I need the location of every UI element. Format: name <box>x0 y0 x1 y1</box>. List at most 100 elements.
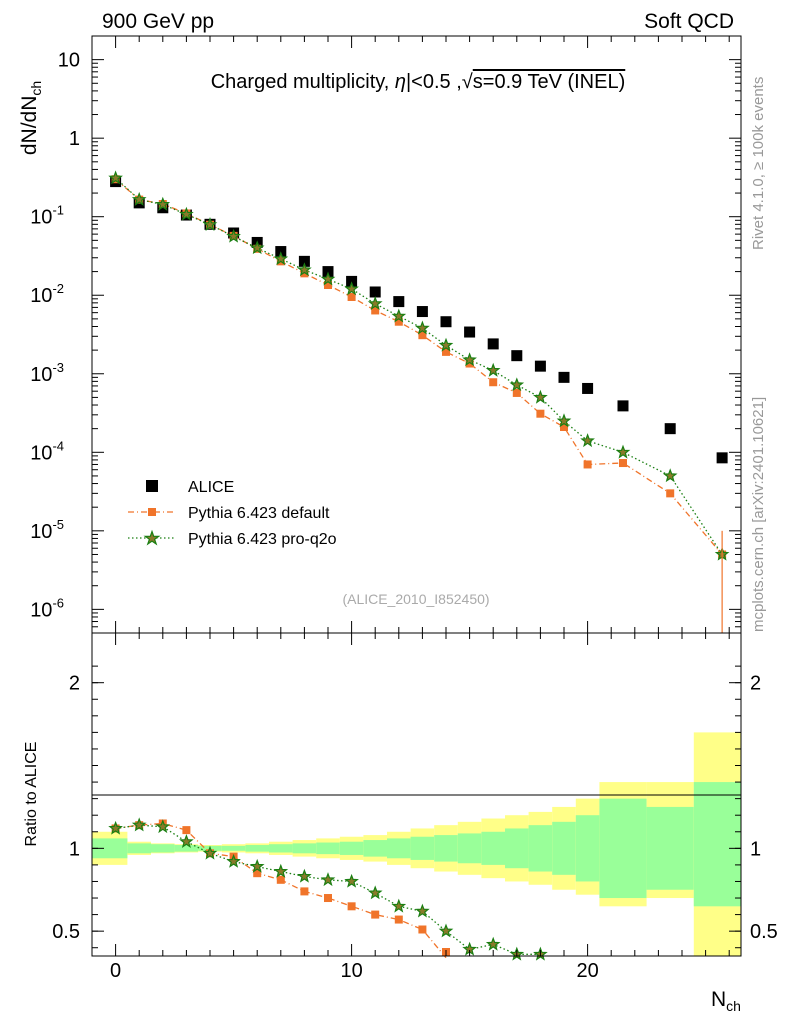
alice-point <box>440 316 452 328</box>
ratio-default-point <box>418 925 427 934</box>
main-series <box>108 170 730 633</box>
proq2o-point <box>391 308 407 323</box>
ratio-bands <box>92 732 741 956</box>
alice-point <box>416 306 428 318</box>
main-y-tick-label: 10-2 <box>30 281 64 307</box>
watermark: (ALICE_2010_I852450) <box>342 591 489 607</box>
main-y-tick-label: 10 <box>58 50 80 72</box>
ratio-band-inner <box>505 828 529 869</box>
alice-point <box>511 350 523 362</box>
ratio-band-inner <box>434 835 458 862</box>
default-point <box>442 347 450 356</box>
ratio-band-inner <box>316 842 340 855</box>
main-y-tick-label: 10-1 <box>30 203 64 229</box>
proq2o-point <box>131 191 147 206</box>
ratio-band-inner <box>599 798 647 899</box>
ratio-y-tick-label-right: 0.5 <box>750 921 778 943</box>
default-point <box>619 459 627 468</box>
legend-default-marker <box>148 508 156 516</box>
main-y-tick-label: 10-4 <box>30 438 64 464</box>
alice-point <box>393 296 405 308</box>
rivet-label: Rivet 4.1.0, ≥ 100k events <box>750 77 767 250</box>
alice-point <box>582 382 594 394</box>
proq2o-point <box>462 352 477 367</box>
x-axis-label: Nch <box>711 988 741 1014</box>
default-point <box>371 306 380 315</box>
ratio-y-tick-label: 2 <box>69 673 80 695</box>
ratio-default-point <box>324 894 332 903</box>
ratio-band-inner <box>575 815 600 882</box>
header-right: Soft QCD <box>644 10 734 33</box>
ratio-plot-frame <box>91 632 742 957</box>
ratio-proq2o-point <box>202 845 218 860</box>
ratio-band-inner <box>457 833 482 864</box>
ratio-band-inner <box>339 841 364 855</box>
ratio-y-tick-label-right: 2 <box>750 673 761 695</box>
ratio-default-point <box>182 826 191 835</box>
ratio-band-inner <box>410 836 435 860</box>
proq2o-line <box>115 177 723 555</box>
x-tick-label: 0 <box>110 960 121 982</box>
proq2o-point <box>438 337 454 352</box>
proq2o-point <box>179 206 194 221</box>
proq2o-point <box>485 362 501 377</box>
legend-proq2o-marker <box>143 529 161 546</box>
default-point <box>583 460 592 469</box>
ratio-band-inner <box>245 845 269 852</box>
ratio-y-tick-label-right: 1 <box>750 838 761 860</box>
x-tick-label: 20 <box>576 960 598 982</box>
ratio-proq2o-point <box>249 858 265 873</box>
ratio-band-inner <box>528 825 553 872</box>
main-y-tick-label: 10-5 <box>30 517 64 543</box>
ratio-band-inner <box>363 840 387 857</box>
default-point <box>394 317 403 326</box>
alice-point <box>464 326 476 338</box>
main-ticks <box>91 35 741 634</box>
x-tick-labels: 0 10 20 <box>110 960 599 982</box>
proq2o-point <box>344 281 359 296</box>
ratio-band-inner <box>693 782 741 907</box>
proq2o-point <box>556 413 572 428</box>
main-y-tick-label: 10-3 <box>30 360 64 386</box>
default-point <box>489 378 498 387</box>
ratio-proq2o-point <box>485 936 501 951</box>
main-title: Charged multiplicity, η|<0.5 ,√s=0.9 TeV… <box>211 71 626 93</box>
ratio-band-inner <box>151 844 175 853</box>
ratio-proq2o-point <box>415 903 430 918</box>
ratio-default-point <box>347 902 356 911</box>
ratio-ticks: 0.5 0.5 1 1 2 2 <box>52 633 778 956</box>
proq2o-point <box>249 240 265 255</box>
ratio-proq2o-point <box>367 885 383 900</box>
alice-point <box>617 400 629 412</box>
alice-point <box>298 255 310 267</box>
legend-alice-label: ALICE <box>188 479 234 496</box>
ratio-band-inner <box>292 843 317 854</box>
ratio-proq2o-point <box>155 819 171 834</box>
default-point <box>666 489 675 498</box>
proq2o-point <box>155 196 171 211</box>
ratio-default-point <box>371 910 380 919</box>
proq2o-point <box>297 262 312 277</box>
default-point <box>560 422 568 431</box>
default-point <box>465 359 474 368</box>
proq2o-point <box>615 444 631 459</box>
proq2o-point <box>202 216 218 231</box>
ratio-proq2o-point <box>344 873 359 888</box>
proq2o-point <box>367 295 383 311</box>
default-point <box>512 388 521 397</box>
alice-point <box>534 360 546 372</box>
ratio-proq2o-point <box>179 833 194 849</box>
legend-proq2o-label: Pythia 6.423 pro-q2o <box>188 531 337 548</box>
proq2o-point <box>509 377 525 392</box>
default-line <box>115 178 723 555</box>
ratio-band-inner <box>127 843 151 854</box>
default-point <box>300 269 309 278</box>
ratio-band-inner <box>92 838 128 859</box>
ratio-default-point <box>394 915 403 924</box>
default-point <box>324 280 332 289</box>
ratio-band-inner <box>552 821 576 875</box>
alice-point <box>716 452 728 464</box>
proq2o-point <box>662 468 678 483</box>
ratio-default-point <box>276 875 285 884</box>
